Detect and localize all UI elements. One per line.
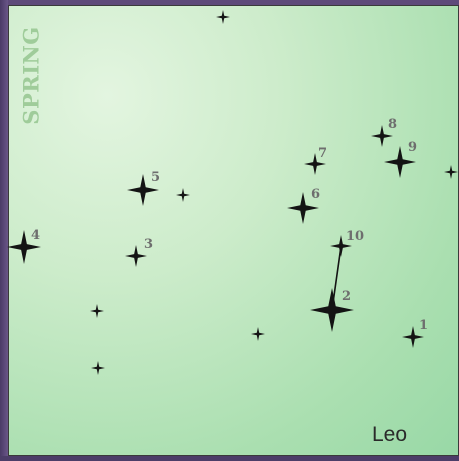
star-icon-3[interactable]: [125, 245, 147, 267]
star-icon-2[interactable]: [310, 288, 354, 332]
star-7[interactable]: 7: [304, 146, 327, 175]
frame-left-border: [0, 0, 8, 461]
star-number-label-10: 10: [346, 229, 364, 244]
star-icon-7[interactable]: [304, 153, 326, 175]
star-icon-5[interactable]: [127, 174, 159, 206]
night-sky-panel: [8, 5, 459, 456]
star-number-label-3: 3: [144, 237, 153, 252]
star-4[interactable]: 4: [7, 228, 41, 264]
star-number-label-6: 6: [311, 187, 320, 202]
star-icon-1[interactable]: [402, 326, 424, 348]
constellation-name: Leo: [372, 423, 408, 446]
background-star-icon-5: [251, 327, 265, 341]
star-10[interactable]: 10: [330, 229, 364, 257]
star-1[interactable]: 1: [402, 318, 428, 348]
star-icon-8[interactable]: [371, 125, 393, 147]
star-number-label-8: 8: [388, 117, 397, 132]
star-icon-10[interactable]: [330, 235, 352, 257]
star-6[interactable]: 6: [287, 187, 320, 224]
star-8[interactable]: 8: [371, 117, 397, 147]
background-star-icon-2: [176, 188, 190, 202]
star-number-label-2: 2: [342, 289, 351, 304]
star-number-label-7: 7: [318, 146, 327, 161]
background-star-icon-6: [91, 361, 105, 375]
star-icon-6[interactable]: [287, 192, 319, 224]
star-number-label-1: 1: [419, 318, 428, 333]
star-icon-4[interactable]: [7, 230, 41, 264]
star-2[interactable]: 2: [310, 288, 354, 332]
star-number-label-4: 4: [31, 228, 40, 243]
star-number-label-5: 5: [151, 170, 160, 185]
star-icon-9[interactable]: [384, 146, 416, 178]
frame-bottom-border: [0, 456, 459, 461]
star-number-label-9: 9: [408, 140, 417, 155]
frame-top-border: [0, 0, 459, 5]
background-star-icon-4: [90, 304, 104, 318]
background-star-icon-3: [444, 165, 458, 179]
star-9[interactable]: 9: [384, 140, 417, 178]
background-star-icon-1: [216, 10, 230, 24]
star-5[interactable]: 5: [127, 170, 160, 206]
star-3[interactable]: 3: [125, 237, 153, 267]
